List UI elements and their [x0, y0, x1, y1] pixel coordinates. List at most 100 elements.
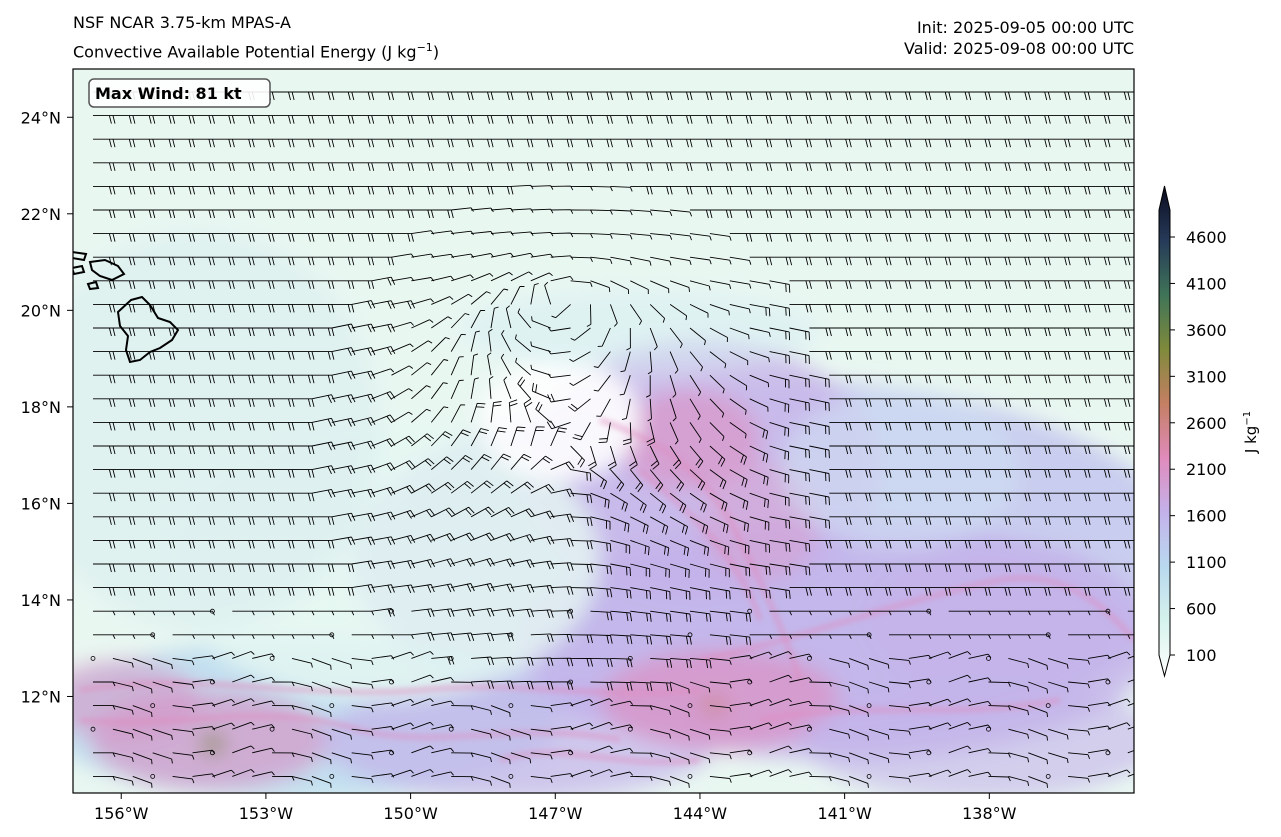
- calm-wind-marker: [150, 632, 156, 638]
- wind-barb: [809, 185, 832, 195]
- calm-wind-marker: [508, 774, 514, 779]
- wind-barb: [192, 492, 215, 502]
- wind-barb: [1127, 398, 1134, 400]
- wind-barb: [749, 138, 773, 148]
- wind-barb: [590, 634, 613, 644]
- calm-wind-marker: [269, 726, 275, 732]
- wind-barb: [647, 351, 653, 375]
- wind-barb: [371, 368, 395, 376]
- wind-barb: [1068, 115, 1091, 124]
- wind-barb: [829, 185, 852, 195]
- wind-barb: [1008, 516, 1031, 525]
- wind-barb: [391, 185, 414, 195]
- wind-barb: [172, 421, 196, 431]
- wind-barb: [411, 385, 431, 400]
- wind-barb: [889, 610, 912, 616]
- wind-barb: [1008, 256, 1031, 266]
- wind-barb: [411, 632, 435, 641]
- wind-barb: [829, 752, 851, 763]
- wind-barb: [1107, 698, 1131, 707]
- wind-barb: [252, 492, 275, 502]
- wind-barb: [829, 327, 852, 337]
- wind-barb: [809, 351, 832, 360]
- wind-barb: [988, 233, 1011, 242]
- wind-barb: [132, 303, 156, 313]
- cape-area: [73, 230, 380, 630]
- wind-barb: [1088, 563, 1111, 573]
- wind-barb: [1088, 233, 1111, 242]
- calm-wind-marker: [209, 750, 215, 756]
- wind-barb: [1068, 280, 1091, 289]
- wind-barb: [908, 233, 932, 242]
- wind-barb: [471, 91, 494, 101]
- wind-barb: [1048, 752, 1069, 764]
- wind-barb: [849, 303, 872, 313]
- wind-barb: [630, 209, 653, 216]
- wind-barb: [272, 610, 295, 616]
- wind-barb: [192, 115, 215, 124]
- calm-wind-marker: [209, 679, 215, 685]
- wind-barb: [291, 752, 313, 763]
- calm-wind-marker: [448, 656, 454, 661]
- wind-barb: [232, 651, 255, 659]
- wind-barb: [232, 469, 255, 478]
- wind-barb: [112, 752, 134, 762]
- wind-barb: [232, 492, 255, 502]
- wind-barb: [1028, 775, 1048, 788]
- wind-barb: [769, 138, 793, 148]
- calm-wind-marker: [90, 726, 96, 732]
- wind-barb: [988, 256, 1011, 266]
- wind-barb: [948, 539, 972, 549]
- wind-barb: [610, 209, 633, 216]
- wind-barb: [550, 488, 575, 498]
- wind-barb: [311, 563, 335, 573]
- wind-barb: [888, 705, 911, 712]
- calm-wind-marker: [329, 703, 335, 708]
- wind-barb: [212, 185, 235, 195]
- wind-barb: [1127, 233, 1134, 235]
- calm-wind-marker: [627, 656, 633, 661]
- wind-barb: [172, 516, 196, 525]
- wind-barb: [829, 610, 852, 616]
- wind-barb: [1127, 516, 1134, 518]
- wind-barb: [1048, 728, 1069, 740]
- wind-barb: [610, 115, 633, 124]
- wind-barb: [626, 327, 631, 351]
- wind-barb: [928, 398, 952, 407]
- wind-barb: [192, 209, 215, 219]
- wind-barb: [1088, 351, 1111, 360]
- wind-barb: [1127, 492, 1134, 494]
- wind-barb: [849, 209, 872, 219]
- lat-tick-label: 18°N: [21, 398, 61, 417]
- wind-barb: [709, 610, 732, 622]
- wind-barb: [1088, 209, 1111, 219]
- wind-barb: [1088, 587, 1111, 596]
- wind-barb: [1008, 469, 1031, 478]
- wind-barb: [292, 587, 315, 596]
- wind-barb: [610, 634, 633, 645]
- wind-barb: [988, 209, 1011, 219]
- wind-barb: [590, 681, 613, 691]
- wind-barb: [470, 377, 479, 399]
- wind-barb: [152, 587, 176, 596]
- wind-barb: [928, 445, 952, 455]
- wind-barb: [550, 255, 574, 260]
- wind-barb: [669, 327, 683, 349]
- wind-barb: [132, 280, 156, 289]
- wind-barb: [809, 634, 832, 640]
- wind-barb: [809, 162, 832, 171]
- wind-barb: [530, 115, 554, 124]
- wind-barb: [689, 303, 709, 318]
- wind-barb: [619, 375, 631, 396]
- wind-barb: [1068, 587, 1091, 596]
- wind-barb: [172, 563, 196, 573]
- wind-barb: [501, 330, 512, 352]
- wind-barb: [1028, 728, 1048, 741]
- wind-barb: [391, 698, 414, 707]
- wind-barb: [272, 233, 295, 242]
- wind-barb: [351, 256, 375, 266]
- wind-barb: [232, 721, 255, 730]
- wind-barb: [630, 563, 651, 578]
- wind-barb: [351, 209, 375, 219]
- wind-barb: [968, 280, 992, 289]
